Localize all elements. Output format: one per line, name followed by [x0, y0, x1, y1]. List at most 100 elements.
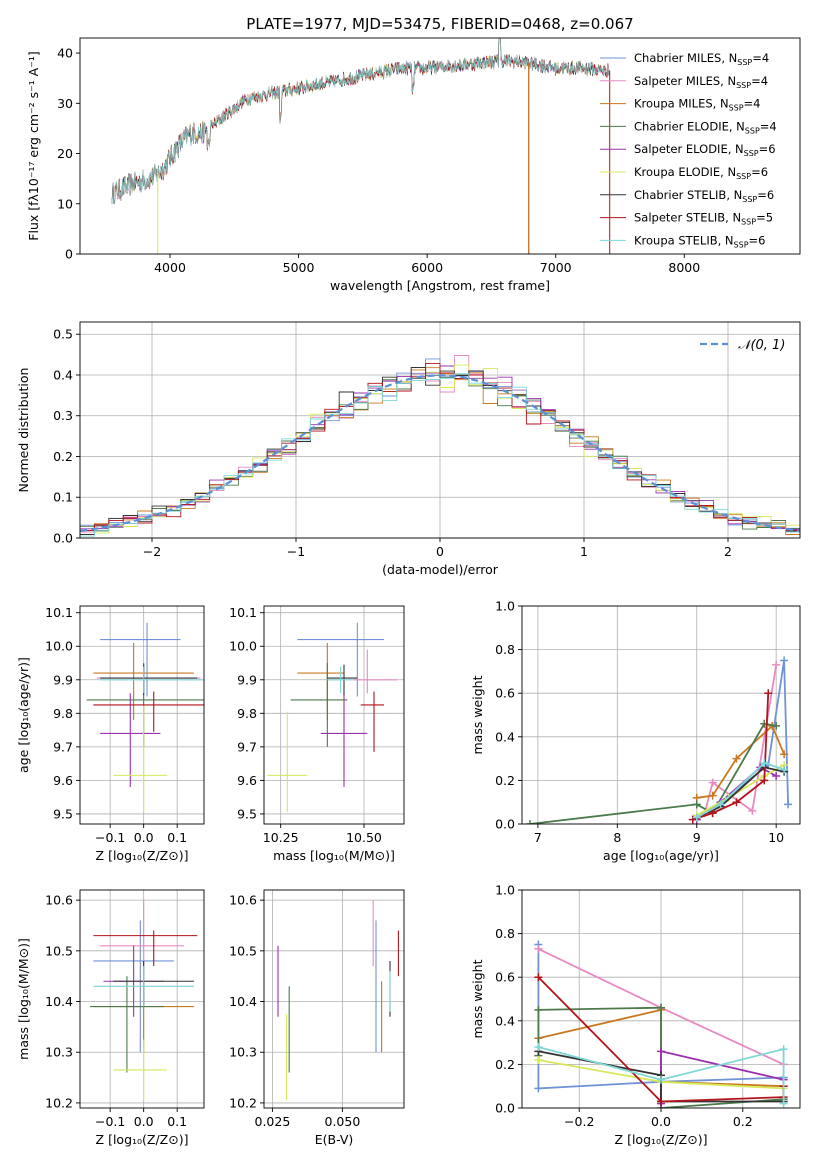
- age_vs_mass-ytick-label: 9.5: [237, 806, 257, 821]
- spectrum-ytick-label: 10: [57, 196, 73, 211]
- residuals-ylabel: Normed distribution: [16, 368, 31, 493]
- age_vs_z-ytick-label: 9.8: [53, 706, 73, 721]
- mass_weight_vs_age-xtick-label: 10: [768, 830, 784, 845]
- residuals-ytick-label: 0.0: [53, 531, 73, 546]
- age_vs_mass-plot-area: [267, 622, 398, 813]
- mass_weight_vs_age-marker-chabrier_elodie: [525, 820, 534, 824]
- mass_weight_vs_z-marker-kroupa_stelib: [779, 1045, 788, 1054]
- mass_vs_z-ytick-label: 10.6: [45, 893, 73, 908]
- mass_weight_vs_age-panel: 7 8 9 10 0.0 0.2 0.4 0.6 0.8 1.0 age [log₁₀(age/yr…: [470, 599, 801, 863]
- mass_weight_vs_z-xtick-label: −0.2: [564, 1114, 594, 1129]
- mass_vs_ebv-xtick-label: 0.025: [255, 1114, 291, 1129]
- age_vs_mass-ytick-label: 10.1: [229, 605, 257, 620]
- mass_weight_vs_age-marker-kroupa_stelib: [692, 813, 701, 822]
- mass_weight_vs_z-marker-chabrier_miles: [534, 1084, 543, 1093]
- spectrum-ytick-label: 20: [57, 146, 73, 161]
- legend-entry-kroupa_elodie: Kroupa ELODIE, NSSP=6: [634, 165, 768, 181]
- mass_weight_vs_z-marker-chabrier_elodie: [534, 1005, 543, 1014]
- mass_weight_vs_age-marker-salpeter_elodie: [772, 772, 781, 781]
- mass_weight_vs_z-ylabel: mass weight: [470, 959, 485, 1038]
- legend-entry-kroupa_stelib: Kroupa STELIB, NSSP=6: [634, 233, 765, 249]
- mass_weight_vs_age-marker-kroupa_miles: [708, 791, 717, 800]
- mass_weight_vs_z-marker-salpeter_stelib: [657, 1097, 665, 1106]
- age_vs_z-xlabel: Z [log₁₀(Z/Z⊙)]: [96, 848, 189, 863]
- mass_weight_vs_age-marker-kroupa_miles: [732, 754, 741, 763]
- spectrum-xtick-label: 7000: [540, 260, 572, 275]
- age_vs_z-ytick-label: 9.9: [53, 672, 73, 687]
- mass_vs_ebv-plot-area: [277, 900, 399, 1101]
- mass_weight_vs_age-series-salpeter_stelib: [692, 693, 770, 821]
- mass_vs_z-xlabel: Z [log₁₀(Z/Z⊙)]: [96, 1132, 189, 1147]
- spectrum-line-salpeter_stelib: [111, 38, 610, 204]
- mass_weight_vs_age-marker-salpeter_miles: [708, 778, 717, 787]
- mass_weight_vs_z-xtick-label: 0.0: [651, 1114, 671, 1129]
- age_vs_z-ytick-label: 10.1: [45, 605, 73, 620]
- spectrum-xtick-label: 8000: [668, 260, 700, 275]
- mass_weight_vs_age-ytick-label: 0.8: [495, 642, 515, 657]
- age_vs_z-ytick-label: 9.5: [53, 806, 73, 821]
- mass_vs_z-ytick-label: 10.2: [45, 1095, 73, 1110]
- mass_weight_vs_age-series-chabrier_elodie: [529, 722, 777, 824]
- mass_weight_vs_z-ytick-label: 1.0: [495, 883, 515, 898]
- mass_weight_vs_age-ytick-label: 0.0: [495, 817, 515, 832]
- mass_vs_z-ylabel: mass [log₁₀(M/M⊙)]: [16, 938, 31, 1060]
- legend-entry-chabrier_stelib: Chabrier STELIB, NSSP=6: [634, 188, 774, 204]
- mass_weight_vs_z-marker-kroupa_stelib: [779, 1099, 788, 1108]
- spectrum-frame: [79, 37, 801, 255]
- age_vs_z-plot-area: [86, 622, 204, 813]
- age_vs_mass-xtick-label: 10.25: [263, 830, 299, 845]
- residuals-ytick-label: 0.3: [53, 408, 73, 423]
- residuals-xlabel: (data-model)/error: [382, 562, 499, 577]
- spectrum-xtick-label: 5000: [283, 260, 315, 275]
- mass_weight_vs_z-marker-kroupa_stelib: [657, 1075, 665, 1084]
- mass_weight_vs_age-plot-area: [525, 656, 793, 824]
- residuals-ytick-label: 0.2: [53, 449, 73, 464]
- residuals-ytick-label: 0.5: [53, 327, 73, 342]
- mass_weight_vs_z-marker-salpeter_miles: [534, 944, 543, 953]
- age_vs_z-ylabel: age [log₁₀(age/yr)]: [16, 657, 31, 773]
- mass_weight_vs_z-marker-salpeter_stelib: [534, 973, 543, 982]
- mass_vs_z-ytick-label: 10.3: [45, 1045, 73, 1060]
- residual-hist-salpeter_stelib: [80, 363, 800, 531]
- mass_weight_vs_age-marker-salpeter_stelib: [760, 776, 769, 785]
- age_vs_mass-xtick-label: 10.50: [346, 830, 382, 845]
- mass_vs_ebv-ytick-label: 10.6: [229, 893, 257, 908]
- age_vs_z-xtick-label: −0.1: [95, 830, 125, 845]
- mass_weight_vs_z-series-kroupa_stelib: [538, 1046, 785, 1104]
- mass_weight_vs_z-ytick-label: 0.8: [495, 926, 515, 941]
- mass_weight_vs_z-ytick-label: 0.2: [495, 1057, 515, 1072]
- mass_weight_vs_age-ylabel: mass weight: [470, 675, 485, 754]
- residuals-xtick-label: −1: [287, 544, 305, 559]
- residuals-panel: −2 −1 0 1 2 0.0 0.1 0.2 0.3 0.4 0.5 (data-model)/er…: [16, 321, 801, 577]
- age_vs_z-ytick-label: 9.6: [53, 773, 73, 788]
- legend-entry-salpeter_stelib: Salpeter STELIB, NSSP=5: [634, 211, 773, 227]
- residuals-plot-area: [80, 355, 800, 537]
- spectrum-ylabel: Flux [fλ10⁻¹⁷ erg cm⁻² s⁻¹ A⁻¹]: [26, 51, 41, 240]
- age_vs_z-xtick-label: 0.1: [167, 830, 187, 845]
- spectrum-line-chabrier_elodie: [111, 38, 610, 204]
- mass_weight_vs_z-marker-chabrier_elodie: [657, 1003, 665, 1012]
- mass_weight_vs_z-ytick-label: 0.6: [495, 970, 515, 985]
- mass_weight_vs_age-ytick-label: 0.2: [495, 773, 515, 788]
- residuals-xtick-label: 2: [724, 544, 732, 559]
- mass_weight_vs_z-xtick-label: 0.2: [733, 1114, 753, 1129]
- mass_weight_vs_age-marker-salpeter_stelib: [732, 798, 741, 807]
- spectrum-ytick-label: 40: [57, 46, 73, 61]
- mass_weight_vs_age-xtick-label: 9: [693, 830, 701, 845]
- spectrum-line-salpeter_miles: [111, 38, 610, 204]
- mass_weight_vs_age-marker-chabrier_miles: [784, 800, 793, 809]
- mass_weight_vs_age-marker-chabrier_elodie: [772, 721, 781, 730]
- mass_vs_z-xtick-label: 0.0: [134, 1114, 154, 1129]
- spectrum-line-kroupa_miles: [111, 38, 610, 204]
- age_vs_mass-frame: [263, 605, 405, 825]
- mass_weight_vs_z-xlabel: Z [log₁₀(Z/Z⊙)]: [615, 1132, 708, 1147]
- spectrum-xtick-label: 6000: [411, 260, 443, 275]
- normal-curve: [80, 374, 800, 532]
- age_vs_z-frame: [79, 605, 205, 825]
- residuals-ytick-label: 0.1: [53, 490, 73, 505]
- spectrum-xtick-label: 4000: [154, 260, 186, 275]
- age_vs_mass-panel: 10.25 10.50 9.5 9.6 9.7 9.8 9.9 10.0 10.1 mass [l…: [229, 605, 405, 863]
- mass_vs_ebv-panel: 0.025 0.050 10.2 10.3 10.4 10.5 10.6 E(B-V): [229, 889, 405, 1147]
- spectrum-line-kroupa_elodie: [111, 38, 610, 203]
- age_vs_mass-ytick-label: 9.9: [237, 672, 257, 687]
